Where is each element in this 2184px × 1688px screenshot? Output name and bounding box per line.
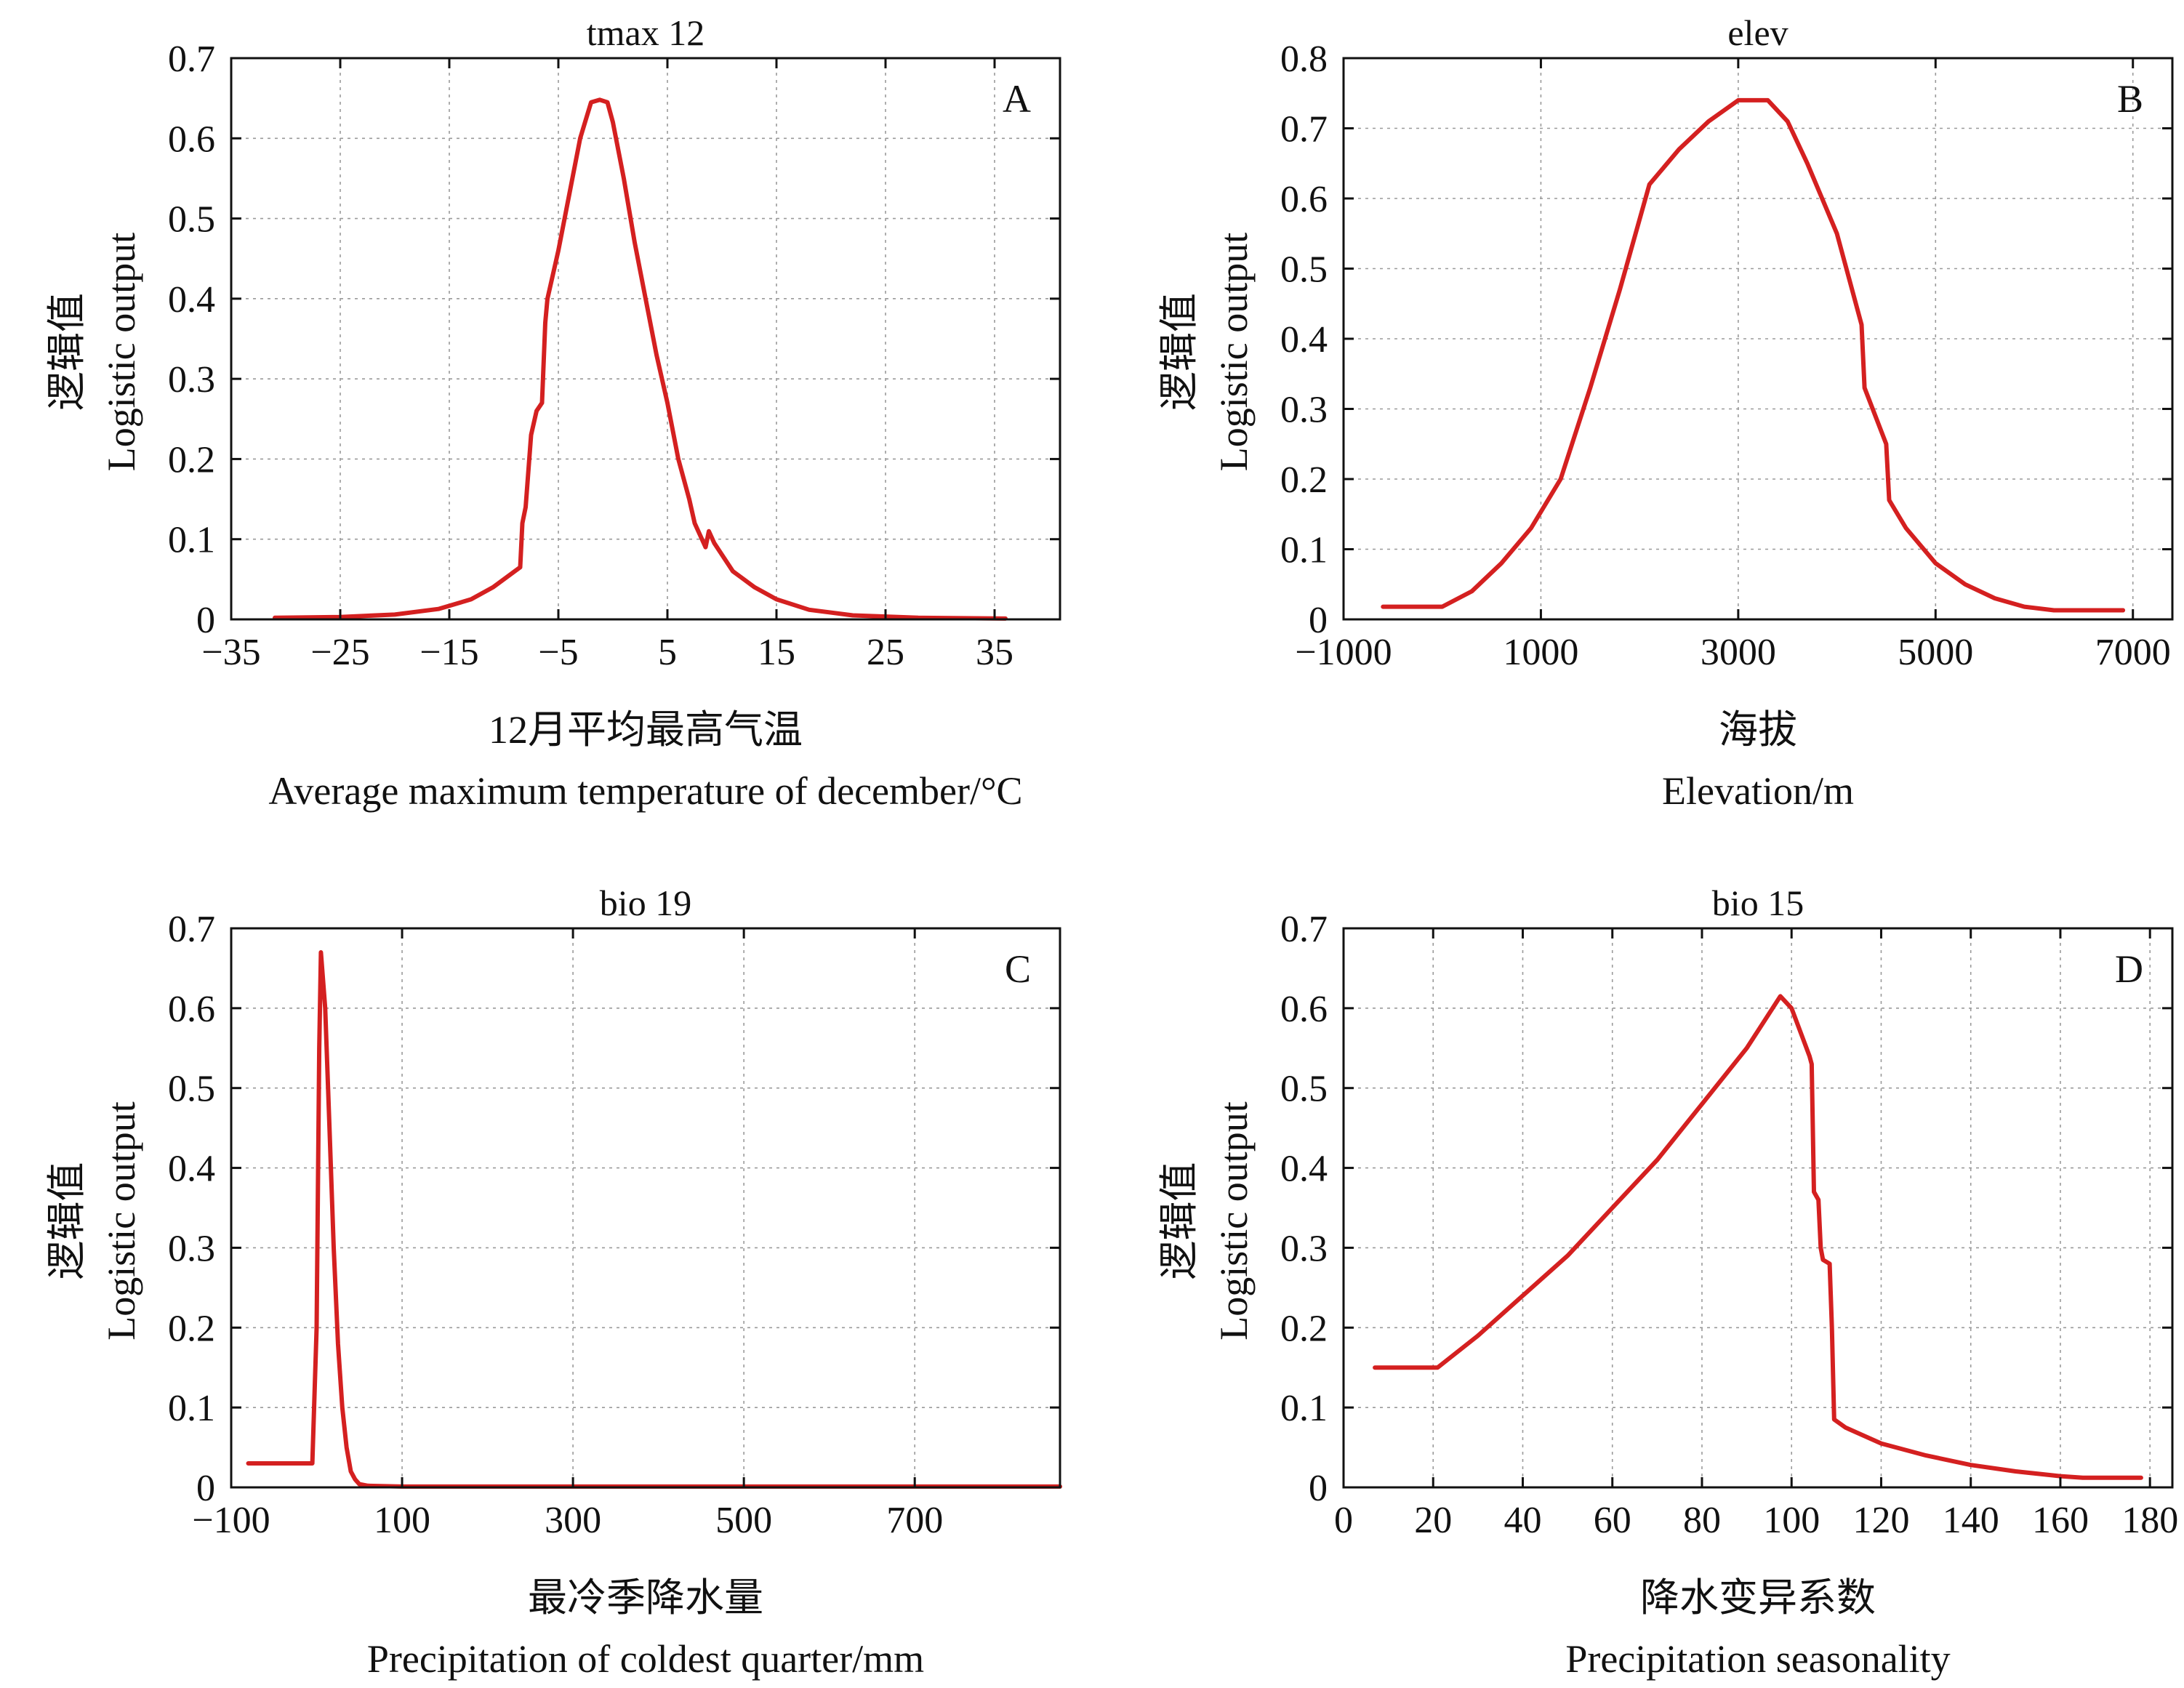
x-axis-label-cn: 12月平均最高气温: [489, 708, 803, 752]
panel-label: B: [2117, 77, 2143, 121]
x-axis-label-en: Elevation/m: [1662, 769, 1854, 813]
y-tick-label: 0: [196, 1468, 215, 1509]
x-tick-label: 60: [1594, 1500, 1631, 1541]
x-tick-label: 7000: [2095, 632, 2171, 673]
x-tick-label: 160: [2032, 1500, 2089, 1541]
y-axis-label-cn: 逻辑值: [45, 293, 89, 411]
y-tick-label: 0.7: [168, 39, 215, 80]
response-curve: [1381, 97, 2126, 613]
chart-title: bio 15: [1712, 883, 1804, 923]
y-axis-label-en: Logistic output: [1212, 1101, 1256, 1340]
x-tick-label: 3000: [1701, 632, 1776, 673]
x-tick-label: 700: [886, 1500, 943, 1541]
plot-frame: [230, 57, 1061, 621]
x-tick-label: −1000: [1295, 632, 1392, 673]
x-axis-label-en: Precipitation seasonality: [1565, 1637, 1950, 1681]
plot-frame: [1342, 927, 2174, 1489]
y-tick-label: 0.6: [1280, 989, 1328, 1030]
panel-label: A: [1003, 77, 1031, 121]
chart-panel-b: −1000 1000 3000 5000 7000 0 0.1 0.2 0.3 0.4 0.5 0.6…: [1157, 12, 2174, 813]
chart-panel-d: 0 20 40 60 80 100 120 140 160 180 0 0.1 0.2 0.3 0.4 0.5…: [1157, 883, 2178, 1681]
y-tick-label: 0.1: [168, 520, 215, 561]
chart-title: tmax 12: [587, 12, 704, 53]
x-tick-label: −35: [201, 632, 260, 673]
y-tick-label: 0.7: [1280, 909, 1328, 950]
y-tick-label: 0.6: [1280, 179, 1328, 220]
x-tick-label: 80: [1683, 1500, 1721, 1541]
y-tick-label: 0.3: [168, 359, 215, 401]
x-tick-label: 20: [1414, 1500, 1452, 1541]
y-tick-label: 0.5: [1280, 1069, 1328, 1110]
response-curve: [246, 950, 1062, 1489]
y-tick-label: 0.6: [168, 989, 215, 1030]
x-axis-label-en: Precipitation of coldest quarter/mm: [367, 1637, 924, 1681]
y-tick-label: 0.5: [1280, 249, 1328, 291]
y-tick-label: 0.6: [168, 118, 215, 160]
x-tick-label: 500: [715, 1500, 772, 1541]
y-tick-label: 0: [1309, 1468, 1328, 1509]
y-tick-label: 0.2: [1280, 459, 1328, 501]
response-curve: [273, 97, 1008, 621]
y-axis-label-en: Logistic output: [1212, 233, 1256, 471]
x-tick-label: 0: [1334, 1500, 1353, 1541]
x-tick-label: 300: [545, 1500, 601, 1541]
chart-panel-c: −100 100 300 500 700 0 0.1 0.2 0.3 0.4 0.5 0.6 0.7 bi…: [45, 883, 1062, 1681]
x-tick-label: 180: [2121, 1500, 2178, 1541]
y-tick-label: 0.3: [1280, 1228, 1328, 1269]
y-tick-label: 0.2: [168, 1308, 215, 1349]
x-tick-label: 35: [976, 632, 1013, 673]
y-tick-label: 0.4: [168, 1149, 215, 1190]
y-tick-label: 0.3: [1280, 390, 1328, 431]
y-axis-label-cn: 逻辑值: [45, 1162, 89, 1280]
y-tick-label: 0.4: [1280, 319, 1328, 361]
y-tick-label: 0.1: [1280, 1388, 1328, 1429]
y-tick-label: 0: [196, 600, 215, 641]
x-tick-label: −15: [419, 632, 478, 673]
y-tick-label: 0.7: [168, 909, 215, 950]
y-tick-label: 0.2: [168, 439, 215, 481]
x-tick-label: 5: [658, 632, 677, 673]
response-curve: [1373, 994, 2143, 1480]
y-tick-label: 0.3: [168, 1228, 215, 1269]
y-tick-label: 0.5: [168, 1069, 215, 1110]
x-tick-label: −5: [538, 632, 578, 673]
panel-label: D: [2115, 947, 2143, 991]
panel-label: C: [1005, 947, 1031, 991]
y-tick-label: 0.1: [168, 1388, 215, 1429]
chart-title: elev: [1727, 12, 1788, 53]
x-tick-label: 100: [374, 1500, 430, 1541]
x-tick-label: 5000: [1898, 632, 1973, 673]
y-tick-label: 0.4: [1280, 1149, 1328, 1190]
y-tick-label: 0.7: [1280, 109, 1328, 150]
x-axis-label-cn: 最冷季降水量: [528, 1576, 763, 1620]
x-axis-label-cn: 海拔: [1719, 708, 1797, 752]
y-tick-label: 0: [1309, 600, 1328, 641]
x-tick-label: 40: [1503, 1500, 1541, 1541]
x-tick-label: 140: [1943, 1500, 1999, 1541]
plot-frame: [230, 927, 1061, 1489]
y-axis-label-cn: 逻辑值: [1157, 293, 1201, 411]
x-tick-label: 15: [758, 632, 795, 673]
y-axis-label-en: Logistic output: [100, 233, 143, 471]
x-tick-label: 120: [1852, 1500, 1909, 1541]
y-tick-label: 0.8: [1280, 39, 1328, 80]
x-tick-label: −25: [310, 632, 369, 673]
y-axis-label-cn: 逻辑值: [1157, 1162, 1201, 1280]
x-tick-label: −100: [192, 1500, 270, 1541]
y-tick-label: 0.2: [1280, 1308, 1328, 1349]
chart-panel-a: −35 −25 −15 −5 5 15 25 35 0 0.1 0.2 0.3 0.4 0.5 0.6 0.7…: [45, 12, 1061, 813]
x-axis-label-cn: 降水变异系数: [1640, 1576, 1876, 1620]
x-axis-label-en: Average maximum temperature of december/…: [268, 769, 1022, 813]
y-tick-label: 0.1: [1280, 530, 1328, 571]
x-tick-label: 1000: [1503, 632, 1578, 673]
x-tick-label: 100: [1763, 1500, 1820, 1541]
y-tick-label: 0.4: [168, 279, 215, 321]
x-tick-label: 25: [867, 632, 904, 673]
chart-title: bio 19: [600, 883, 691, 923]
y-tick-label: 0.5: [168, 199, 215, 241]
y-axis-label-en: Logistic output: [100, 1101, 143, 1340]
